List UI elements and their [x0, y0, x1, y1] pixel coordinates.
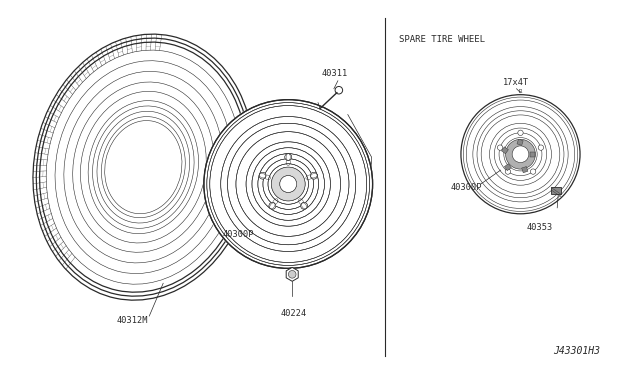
- Circle shape: [269, 202, 276, 209]
- Circle shape: [512, 146, 529, 163]
- Circle shape: [505, 169, 511, 174]
- Circle shape: [285, 154, 292, 160]
- Circle shape: [301, 202, 307, 209]
- Bar: [504, 164, 511, 171]
- Circle shape: [531, 169, 536, 174]
- Circle shape: [280, 176, 297, 192]
- Text: R: R: [518, 89, 522, 94]
- Circle shape: [310, 172, 317, 179]
- Circle shape: [285, 154, 292, 160]
- Circle shape: [203, 99, 374, 269]
- Circle shape: [538, 145, 543, 150]
- Circle shape: [518, 130, 523, 135]
- Bar: [502, 147, 508, 154]
- Circle shape: [310, 172, 317, 179]
- Circle shape: [301, 202, 307, 209]
- Text: 17x4T: 17x4T: [502, 78, 529, 87]
- Circle shape: [289, 270, 296, 278]
- Circle shape: [269, 202, 276, 209]
- Circle shape: [271, 167, 305, 201]
- Text: 40353: 40353: [527, 223, 553, 232]
- Text: 40300P: 40300P: [451, 183, 483, 192]
- Polygon shape: [286, 267, 298, 281]
- Bar: [530, 152, 535, 157]
- Circle shape: [271, 167, 305, 201]
- Text: 40311: 40311: [322, 69, 348, 78]
- Circle shape: [259, 172, 266, 179]
- Text: J43301H3: J43301H3: [553, 346, 600, 356]
- Circle shape: [497, 145, 503, 150]
- Text: SPARE TIRE WHEEL: SPARE TIRE WHEEL: [399, 35, 485, 44]
- Text: 40300P: 40300P: [223, 230, 254, 238]
- Ellipse shape: [105, 121, 182, 214]
- Circle shape: [259, 172, 266, 179]
- Circle shape: [280, 176, 297, 192]
- Circle shape: [506, 140, 536, 169]
- FancyBboxPatch shape: [551, 187, 561, 195]
- Text: 40224: 40224: [280, 309, 307, 318]
- Bar: [517, 139, 524, 145]
- Bar: [522, 167, 528, 173]
- Text: 40312M: 40312M: [116, 316, 148, 325]
